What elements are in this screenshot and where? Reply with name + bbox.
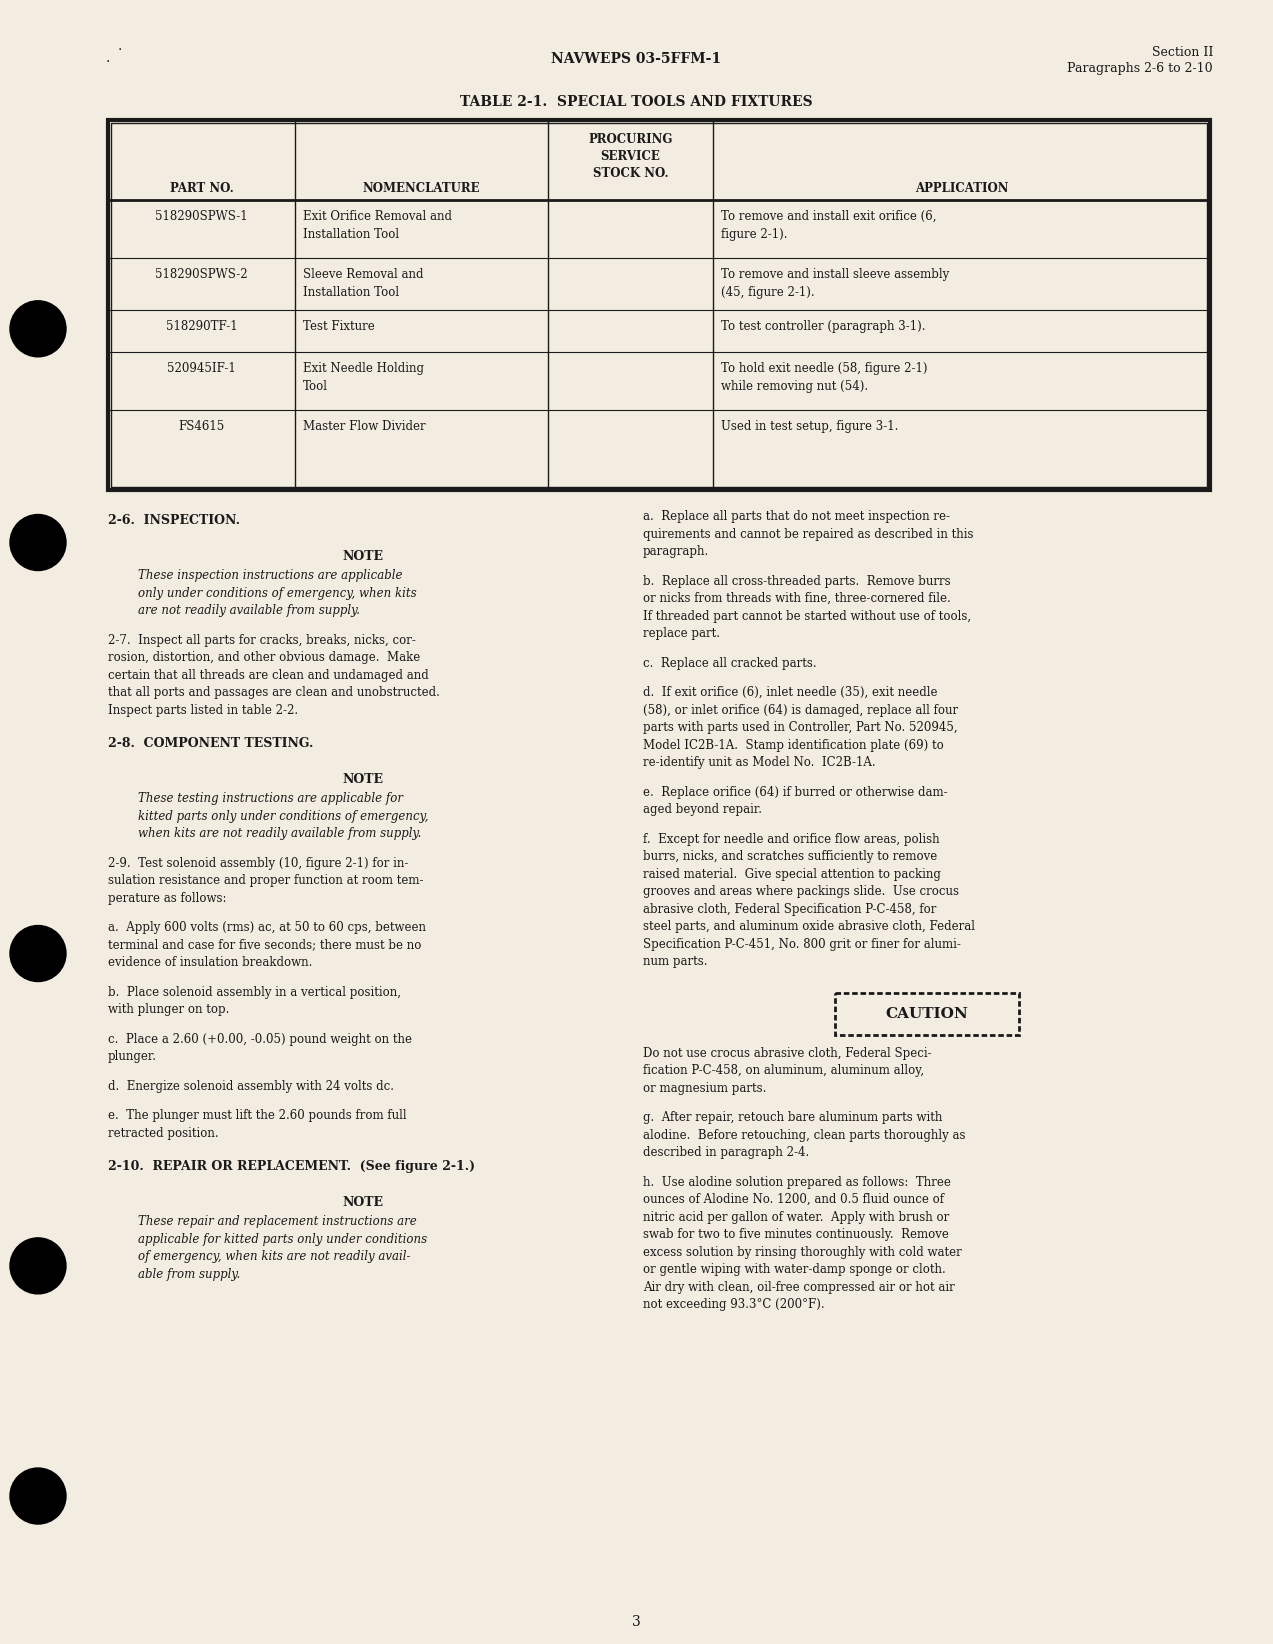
Text: able from supply.: able from supply.: [137, 1268, 241, 1281]
Text: aged beyond repair.: aged beyond repair.: [643, 802, 763, 815]
Text: To remove and install exit orifice (6,
figure 2-1).: To remove and install exit orifice (6, f…: [721, 210, 937, 242]
Text: NOTE: NOTE: [342, 549, 383, 562]
Text: FS4615: FS4615: [178, 419, 224, 432]
Text: perature as follows:: perature as follows:: [108, 891, 227, 904]
Text: STOCK NO.: STOCK NO.: [593, 168, 668, 179]
Text: To test controller (paragraph 3-1).: To test controller (paragraph 3-1).: [721, 321, 925, 334]
Circle shape: [10, 1468, 66, 1524]
Text: not exceeding 93.3°C (200°F).: not exceeding 93.3°C (200°F).: [643, 1299, 825, 1310]
Text: e.  The plunger must lift the 2.60 pounds from full: e. The plunger must lift the 2.60 pounds…: [108, 1110, 406, 1121]
Text: certain that all threads are clean and undamaged and: certain that all threads are clean and u…: [108, 669, 429, 682]
Text: replace part.: replace part.: [643, 626, 721, 640]
Text: d.  If exit orifice (6), inlet needle (35), exit needle: d. If exit orifice (6), inlet needle (35…: [643, 686, 937, 699]
Text: Air dry with clean, oil-free compressed air or hot air: Air dry with clean, oil-free compressed …: [643, 1281, 955, 1294]
Text: .: .: [106, 51, 111, 66]
Text: Model IC2B-1A.  Stamp identification plate (69) to: Model IC2B-1A. Stamp identification plat…: [643, 738, 943, 751]
Text: swab for two to five minutes continuously.  Remove: swab for two to five minutes continuousl…: [643, 1228, 948, 1241]
Text: e.  Replace orifice (64) if burred or otherwise dam-: e. Replace orifice (64) if burred or oth…: [643, 786, 947, 799]
Text: TABLE 2-1.  SPECIAL TOOLS AND FIXTURES: TABLE 2-1. SPECIAL TOOLS AND FIXTURES: [460, 95, 812, 109]
Text: excess solution by rinsing thoroughly with cold water: excess solution by rinsing thoroughly wi…: [643, 1246, 961, 1259]
Text: sulation resistance and proper function at room tem-: sulation resistance and proper function …: [108, 875, 424, 888]
Text: applicable for kitted parts only under conditions: applicable for kitted parts only under c…: [137, 1233, 428, 1246]
Text: PART NO.: PART NO.: [169, 182, 233, 196]
Text: These testing instructions are applicable for: These testing instructions are applicabl…: [137, 792, 404, 806]
Text: Section II: Section II: [1152, 46, 1213, 59]
Text: burrs, nicks, and scratches sufficiently to remove: burrs, nicks, and scratches sufficiently…: [643, 850, 937, 863]
Text: Paragraphs 2-6 to 2-10: Paragraphs 2-6 to 2-10: [1067, 62, 1213, 76]
Text: Master Flow Divider: Master Flow Divider: [303, 419, 425, 432]
Text: paragraph.: paragraph.: [643, 546, 709, 557]
Text: steel parts, and aluminum oxide abrasive cloth, Federal: steel parts, and aluminum oxide abrasive…: [643, 921, 975, 934]
Text: when kits are not readily available from supply.: when kits are not readily available from…: [137, 827, 421, 840]
Text: b.  Replace all cross-threaded parts.  Remove burrs: b. Replace all cross-threaded parts. Rem…: [643, 574, 951, 587]
Text: grooves and areas where packings slide.  Use crocus: grooves and areas where packings slide. …: [643, 884, 959, 898]
Bar: [108, 120, 1211, 490]
Text: Exit Orifice Removal and
Installation Tool: Exit Orifice Removal and Installation To…: [303, 210, 452, 242]
Text: 518290SPWS-2: 518290SPWS-2: [155, 268, 248, 281]
Text: raised material.  Give special attention to packing: raised material. Give special attention …: [643, 868, 941, 881]
Text: NOTE: NOTE: [342, 773, 383, 786]
Text: 518290TF-1: 518290TF-1: [165, 321, 237, 334]
Text: b.  Place solenoid assembly in a vertical position,: b. Place solenoid assembly in a vertical…: [108, 985, 401, 998]
Text: These inspection instructions are applicable: These inspection instructions are applic…: [137, 569, 402, 582]
Text: 520945IF-1: 520945IF-1: [167, 362, 236, 375]
Text: fication P-C-458, on aluminum, aluminum alloy,: fication P-C-458, on aluminum, aluminum …: [643, 1064, 924, 1077]
Text: evidence of insulation breakdown.: evidence of insulation breakdown.: [108, 957, 312, 968]
Text: 3: 3: [631, 1614, 640, 1629]
Text: nitric acid per gallon of water.  Apply with brush or: nitric acid per gallon of water. Apply w…: [643, 1210, 950, 1223]
Circle shape: [10, 301, 66, 357]
Text: num parts.: num parts.: [643, 955, 708, 968]
Text: rosion, distortion, and other obvious damage.  Make: rosion, distortion, and other obvious da…: [108, 651, 420, 664]
Text: described in paragraph 2-4.: described in paragraph 2-4.: [643, 1146, 810, 1159]
Text: Test Fixture: Test Fixture: [303, 321, 374, 334]
Text: SERVICE: SERVICE: [601, 150, 661, 163]
Text: PROCURING: PROCURING: [588, 133, 672, 146]
Text: abrasive cloth, Federal Specification P-C-458, for: abrasive cloth, Federal Specification P-…: [643, 903, 937, 916]
Text: .: .: [118, 39, 122, 53]
Text: that all ports and passages are clean and unobstructed.: that all ports and passages are clean an…: [108, 686, 440, 699]
Text: c.  Replace all cracked parts.: c. Replace all cracked parts.: [643, 656, 816, 669]
Text: CAUTION: CAUTION: [885, 1006, 967, 1021]
Text: 518290SPWS-1: 518290SPWS-1: [155, 210, 248, 224]
Text: quirements and cannot be repaired as described in this: quirements and cannot be repaired as des…: [643, 528, 974, 541]
Text: NAVWEPS 03-5FFM-1: NAVWEPS 03-5FFM-1: [551, 53, 721, 66]
Text: are not readily available from supply.: are not readily available from supply.: [137, 603, 360, 616]
Text: 2-8.  COMPONENT TESTING.: 2-8. COMPONENT TESTING.: [108, 737, 313, 750]
Text: Do not use crocus abrasive cloth, Federal Speci-: Do not use crocus abrasive cloth, Federa…: [643, 1047, 932, 1059]
Text: NOMENCLATURE: NOMENCLATURE: [363, 182, 480, 196]
Text: Specification P-C-451, No. 800 grit or finer for alumi-: Specification P-C-451, No. 800 grit or f…: [643, 937, 961, 950]
Text: Exit Needle Holding
Tool: Exit Needle Holding Tool: [303, 362, 424, 393]
Text: To hold exit needle (58, figure 2-1)
while removing nut (54).: To hold exit needle (58, figure 2-1) whi…: [721, 362, 928, 393]
Text: retracted position.: retracted position.: [108, 1126, 219, 1139]
Text: 2-6.  INSPECTION.: 2-6. INSPECTION.: [108, 515, 241, 528]
Circle shape: [10, 515, 66, 570]
Text: or magnesium parts.: or magnesium parts.: [643, 1082, 766, 1095]
Text: d.  Energize solenoid assembly with 24 volts dc.: d. Energize solenoid assembly with 24 vo…: [108, 1080, 395, 1093]
Circle shape: [10, 1238, 66, 1294]
Text: 2-7.  Inspect all parts for cracks, breaks, nicks, cor-: 2-7. Inspect all parts for cracks, break…: [108, 633, 416, 646]
Text: 2-10.  REPAIR OR REPLACEMENT.  (See figure 2-1.): 2-10. REPAIR OR REPLACEMENT. (See figure…: [108, 1161, 475, 1174]
Text: g.  After repair, retouch bare aluminum parts with: g. After repair, retouch bare aluminum p…: [643, 1111, 942, 1124]
Text: To remove and install sleeve assembly
(45, figure 2-1).: To remove and install sleeve assembly (4…: [721, 268, 950, 299]
Bar: [111, 123, 1207, 487]
Text: (58), or inlet orifice (64) is damaged, replace all four: (58), or inlet orifice (64) is damaged, …: [643, 704, 959, 717]
Text: terminal and case for five seconds; there must be no: terminal and case for five seconds; ther…: [108, 939, 421, 952]
Text: alodine.  Before retouching, clean parts thoroughly as: alodine. Before retouching, clean parts …: [643, 1128, 965, 1141]
Text: h.  Use alodine solution prepared as follows:  Three: h. Use alodine solution prepared as foll…: [643, 1175, 951, 1189]
Text: with plunger on top.: with plunger on top.: [108, 1003, 229, 1016]
Text: only under conditions of emergency, when kits: only under conditions of emergency, when…: [137, 587, 416, 600]
Text: ounces of Alodine No. 1200, and 0.5 fluid ounce of: ounces of Alodine No. 1200, and 0.5 flui…: [643, 1194, 945, 1207]
Text: c.  Place a 2.60 (+0.00, -0.05) pound weight on the: c. Place a 2.60 (+0.00, -0.05) pound wei…: [108, 1032, 412, 1046]
Text: kitted parts only under conditions of emergency,: kitted parts only under conditions of em…: [137, 809, 429, 822]
Text: Used in test setup, figure 3-1.: Used in test setup, figure 3-1.: [721, 419, 899, 432]
Text: re-identify unit as Model No.  IC2B-1A.: re-identify unit as Model No. IC2B-1A.: [643, 756, 876, 769]
Text: If threaded part cannot be started without use of tools,: If threaded part cannot be started witho…: [643, 610, 971, 623]
Text: 2-9.  Test solenoid assembly (10, figure 2-1) for in-: 2-9. Test solenoid assembly (10, figure …: [108, 857, 409, 870]
Text: parts with parts used in Controller, Part No. 520945,: parts with parts used in Controller, Par…: [643, 722, 957, 733]
Text: Inspect parts listed in table 2-2.: Inspect parts listed in table 2-2.: [108, 704, 298, 717]
Text: Sleeve Removal and
Installation Tool: Sleeve Removal and Installation Tool: [303, 268, 424, 299]
Text: NOTE: NOTE: [342, 1195, 383, 1208]
Text: These repair and replacement instructions are: These repair and replacement instruction…: [137, 1215, 416, 1228]
Text: APPLICATION: APPLICATION: [915, 182, 1008, 196]
Text: or nicks from threads with fine, three-cornered file.: or nicks from threads with fine, three-c…: [643, 592, 951, 605]
